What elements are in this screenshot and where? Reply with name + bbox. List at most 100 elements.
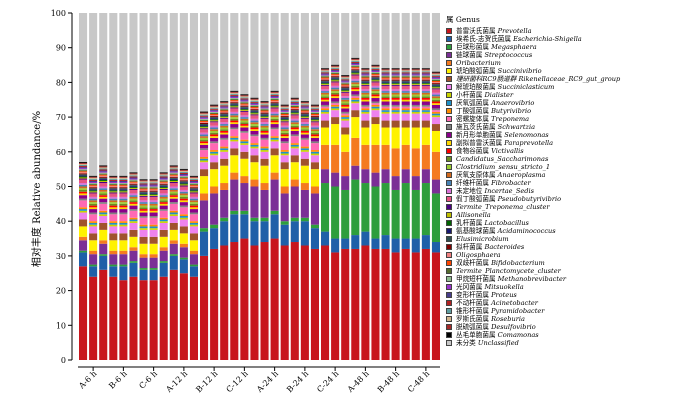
bar-segment [270,118,279,121]
bar-segment [119,189,128,191]
bar-segment [159,183,168,185]
bar-segment [331,70,340,72]
legend-swatch [446,92,452,98]
bar-segment [280,162,289,170]
legend-swatch [446,324,452,330]
bar-segment [391,91,400,93]
bar-segment [119,193,128,197]
bar-segment [230,100,239,102]
bar-segment [200,200,209,229]
bar-segment [189,184,198,186]
bar-segment [230,101,239,103]
bar-segment [139,205,148,208]
bar-segment [310,136,319,138]
bar-segment [260,113,269,115]
bar-segment [200,150,209,157]
bar-segment [79,176,88,178]
bar-segment [210,248,219,360]
bar-segment [260,134,269,138]
bar-segment [109,205,118,208]
bar-segment [89,240,98,251]
bar-segment [421,70,430,72]
bar-segment [99,243,108,255]
bar-segment [189,226,198,234]
bar-segment [200,144,209,149]
bar-segment [401,69,410,71]
stacked-bar [220,13,229,360]
bar-segment [250,102,259,104]
bar-segment [189,250,198,255]
bar-segment [300,117,309,119]
bar-segment [290,99,299,101]
bar-segment [189,190,198,192]
bar-segment [109,276,118,360]
bar-segment [119,177,128,179]
bar-segment [381,13,390,69]
bar-segment [290,13,299,98]
bar-segment [129,181,138,183]
bar-segment [351,99,360,102]
bar-segment [119,266,128,281]
bar-segment [169,243,178,255]
bar-segment [421,89,430,92]
bar-segment [179,233,188,244]
bar-segment [351,68,360,70]
bar-segment [230,118,239,121]
bar-segment [230,94,239,96]
bar-segment [270,91,279,93]
bar-segment [341,117,350,119]
bar-segment [351,62,360,65]
legend-item: 光冈菌属 Mitsuokella [446,283,698,291]
bar-segment [99,269,108,360]
bar-segment [270,93,279,95]
bar-segment [240,99,249,101]
bar-segment [280,117,289,119]
bar-segment [290,103,299,105]
bar-segment [310,248,319,360]
bar-segment [240,158,249,177]
stacked-bar [89,13,98,360]
bar-segment [411,252,420,360]
legend-label: 解琥珀酸菌属 Succiniclasticum [456,83,555,91]
bar-segment [351,94,360,97]
legend-label: 厌氧支原体属 Anaeroplasma [456,171,546,179]
bar-segment [270,210,279,215]
bar-segment [109,203,118,206]
x-tick-label: A-24 h [254,369,280,395]
bar-segment [119,264,128,267]
bar-segment [431,85,440,87]
bar-segment [381,74,390,76]
x-tick-label: C-6 h [137,369,159,391]
bar-segment [381,108,390,111]
bar-segment [109,188,118,190]
bar-segment [270,124,279,128]
bar-segment [280,115,289,117]
x-tick-label: C-48 h [406,369,431,394]
bar-segment [321,76,330,78]
legend-item: 变形杆菌属 Proteus [446,291,698,299]
bar-segment [421,144,430,170]
bar-segment [361,80,370,82]
bar-segment [89,13,98,176]
bar-segment [431,84,440,86]
bar-segment [129,179,138,181]
bar-segment [341,86,350,88]
bar-segment [179,171,188,173]
bar-segment [99,191,108,194]
bar-segment [300,116,309,118]
bar-segment [361,113,370,121]
bar-segment [220,124,229,126]
bar-segment [200,119,209,121]
bar-segment [290,179,299,187]
bar-segment [331,87,340,90]
bar-segment [210,104,219,106]
bar-segment [220,221,229,246]
bar-segment [169,169,178,171]
bar-segment [119,190,128,192]
bar-segment [109,13,118,176]
bar-segment [331,172,340,187]
bar-segment [401,91,410,93]
bar-segment [300,108,309,110]
bar-segment [189,191,198,193]
bar-segment [431,76,440,78]
